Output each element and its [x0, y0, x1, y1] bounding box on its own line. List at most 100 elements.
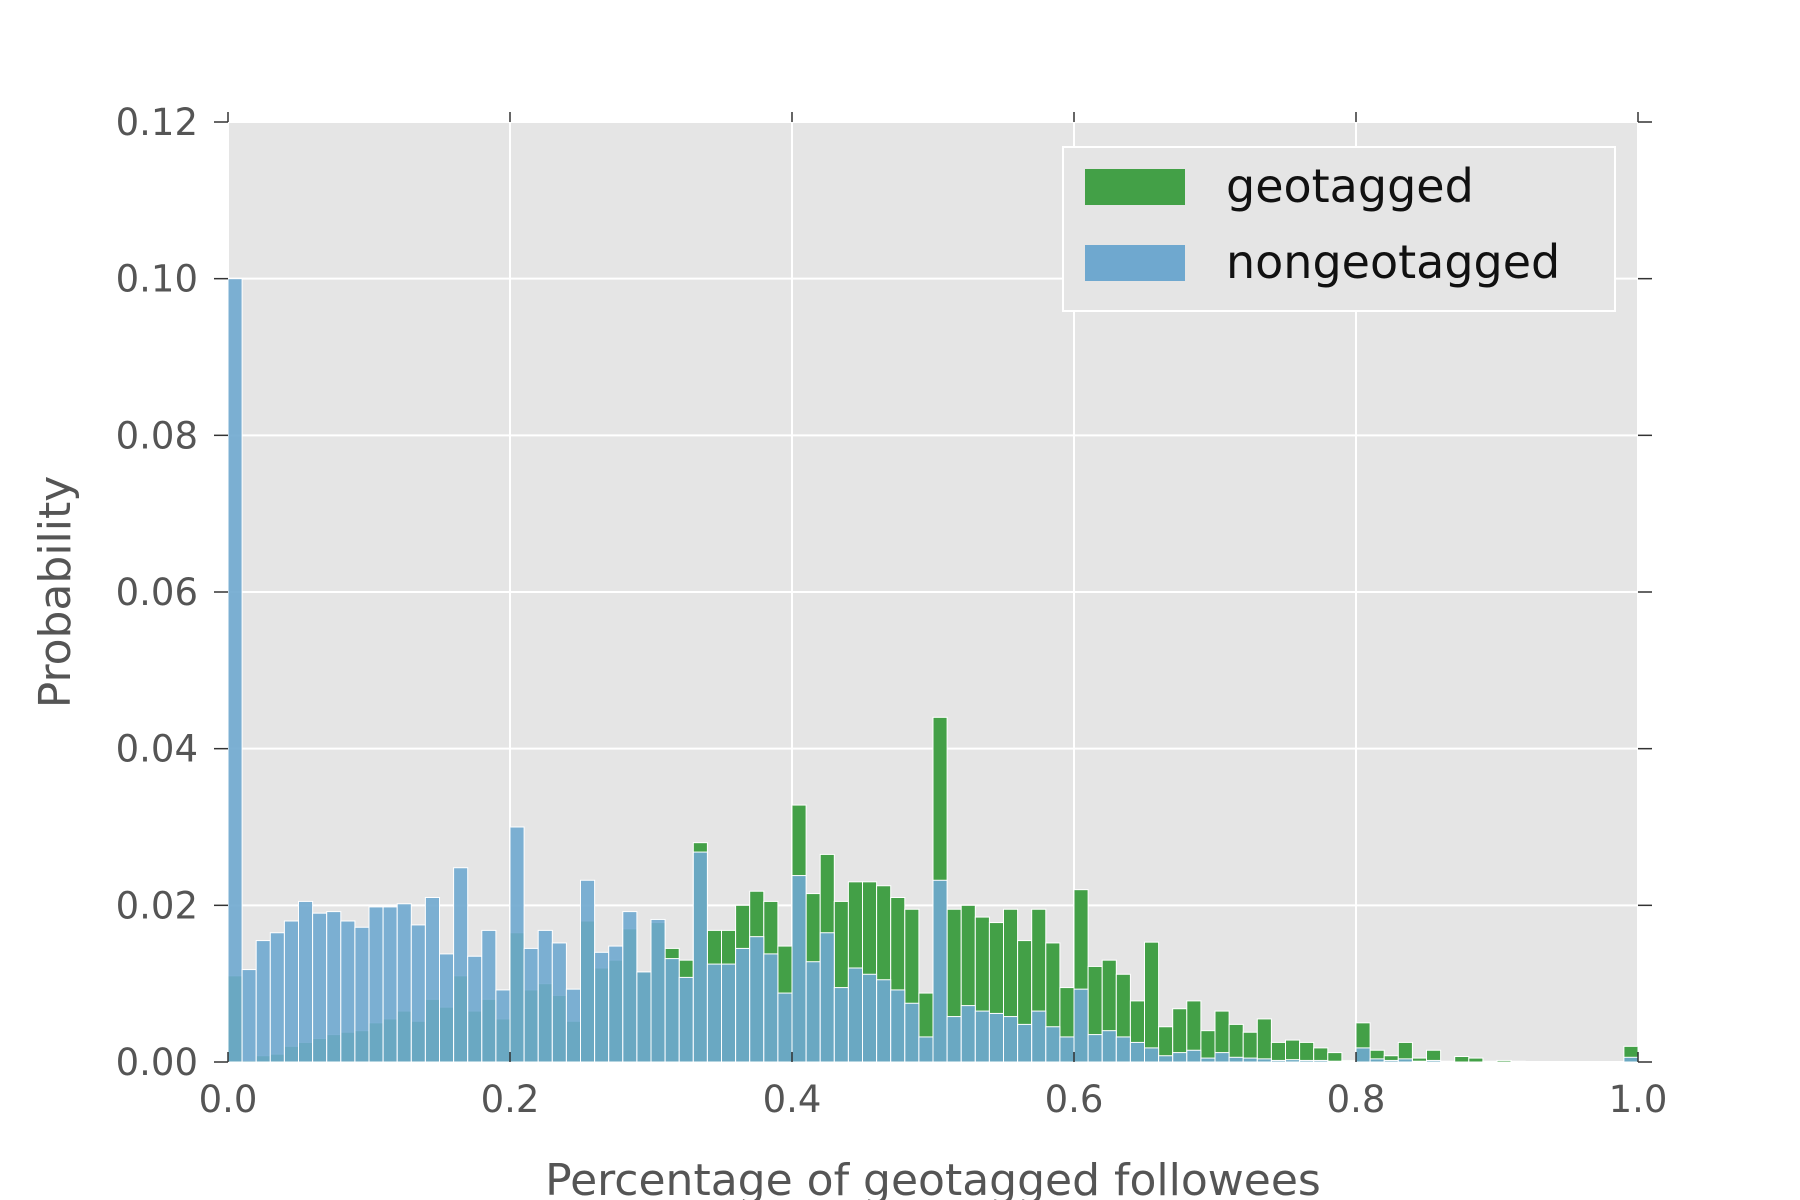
- nongeotagged-bar: [721, 963, 737, 1063]
- nongeotagged-bar: [1313, 1059, 1329, 1063]
- geotagged-bar: [1327, 1052, 1343, 1063]
- nongeotagged-bar: [424, 897, 440, 1063]
- nongeotagged-bar: [1186, 1049, 1202, 1063]
- geotagged-bar: [1285, 1039, 1301, 1063]
- y-tick-label: 0.10: [116, 258, 198, 301]
- geotagged-bar: [1299, 1041, 1315, 1063]
- nongeotagged-bar: [1031, 1010, 1047, 1063]
- y-tick-label: 0.00: [116, 1041, 198, 1084]
- nongeotagged-bar: [523, 947, 539, 1063]
- nongeotagged-bar: [368, 906, 384, 1063]
- nongeotagged-bar: [1242, 1057, 1258, 1063]
- x-tick-label: 0.8: [1327, 1078, 1386, 1121]
- geotagged-bar: [1256, 1018, 1272, 1063]
- nongeotagged-bar: [1101, 1030, 1117, 1063]
- axis-ticks: [214, 112, 1652, 1063]
- nongeotagged-bar: [1214, 1052, 1230, 1063]
- nongeotagged-bar: [1200, 1057, 1216, 1063]
- nongeotagged-bar: [1115, 1036, 1131, 1063]
- nongeotagged-bar: [608, 945, 624, 1063]
- nongeotagged-bar: [1144, 1047, 1160, 1063]
- nongeotagged-bar: [1256, 1058, 1272, 1063]
- x-tick-label: 0.4: [763, 1078, 822, 1121]
- y-tick-labels: 0.00 0.02 0.04 0.06 0.08 0.10 0.12: [116, 101, 198, 1084]
- nongeotagged-bar: [551, 942, 567, 1063]
- geotagged-bar: [1270, 1041, 1287, 1063]
- geotagged-bar: [1144, 941, 1160, 1063]
- geotagged-bar: [1200, 1030, 1216, 1063]
- x-tick-label: 0.6: [1045, 1078, 1104, 1121]
- nongeotagged-bar: [1270, 1059, 1287, 1063]
- nongeotagged-bar: [1299, 1059, 1315, 1063]
- nongeotagged-bar: [960, 1005, 976, 1063]
- geotagged-bar: [1242, 1031, 1258, 1063]
- x-tick-label: 1.0: [1609, 1078, 1668, 1121]
- nongeotagged-bar: [664, 958, 680, 1063]
- nongeotagged-bar: [918, 1036, 934, 1063]
- nongeotagged-bar: [580, 879, 596, 1063]
- nongeotagged-bar: [805, 961, 821, 1063]
- nongeotagged-bar: [1355, 1047, 1371, 1063]
- nongeotagged-bar: [269, 932, 285, 1063]
- nongeotagged-bar: [735, 947, 751, 1063]
- nongeotagged-bar: [396, 903, 412, 1063]
- legend-swatch-nongeotagged: [1085, 245, 1185, 281]
- nongeotagged-bar: [312, 912, 328, 1063]
- nongeotagged-bar: [227, 278, 243, 1063]
- x-axis-label: Percentage of geotagged followees: [545, 1155, 1321, 1200]
- nongeotagged-bar: [946, 1016, 962, 1063]
- nongeotagged-bar: [650, 918, 666, 1063]
- nongeotagged-bar: [1397, 1058, 1413, 1063]
- nongeotagged-bar: [594, 951, 610, 1063]
- nongeotagged-bar: [283, 920, 299, 1063]
- nongeotagged-bar: [1327, 1060, 1343, 1063]
- nongeotagged-bar: [1228, 1056, 1244, 1063]
- legend-swatch-geotagged: [1085, 169, 1185, 205]
- legend: geotagged nongeotagged: [1062, 146, 1616, 312]
- nongeotagged-bar: [692, 851, 708, 1063]
- y-tick-label: 0.06: [116, 571, 198, 614]
- y-tick-label: 0.02: [116, 884, 198, 927]
- nongeotagged-bar: [749, 936, 765, 1063]
- nongeotagged-bar: [382, 906, 398, 1063]
- nongeotagged-bar: [988, 1012, 1005, 1063]
- legend-label-nongeotagged: nongeotagged: [1226, 235, 1560, 289]
- x-tick-labels: 0.0 0.2 0.4 0.6 0.8 1.0: [199, 1078, 1668, 1121]
- nongeotagged-bar: [1411, 1060, 1428, 1063]
- geotagged-bar: [1510, 1060, 1526, 1063]
- nongeotagged-bar: [565, 988, 582, 1063]
- nongeotagged-bar: [1073, 988, 1089, 1063]
- geotagged-bar: [1468, 1057, 1484, 1063]
- nongeotagged-bar: [1003, 1016, 1019, 1063]
- nongeotagged-bar: [636, 971, 652, 1063]
- nongeotagged-bar: [537, 929, 553, 1063]
- nongeotagged-bar: [974, 1010, 990, 1063]
- nongeotagged-bar: [481, 929, 497, 1063]
- nongeotagged-bar: [467, 955, 483, 1063]
- nongeotagged-bar: [1059, 1036, 1075, 1063]
- nongeotagged-bar: [1158, 1055, 1174, 1063]
- nongeotagged-bar: [326, 911, 342, 1063]
- nongeotagged-bar: [904, 1002, 920, 1063]
- x-tick-label: 0.0: [199, 1078, 258, 1121]
- geotagged-bar: [1496, 1059, 1512, 1063]
- nongeotagged-bar: [1129, 1041, 1146, 1063]
- geotagged-bar: [1454, 1056, 1470, 1063]
- nongeotagged-bar: [1426, 1059, 1442, 1063]
- geotagged-bar: [1313, 1047, 1329, 1063]
- nongeotagged-bar: [298, 900, 314, 1063]
- legend-label-geotagged: geotagged: [1226, 159, 1474, 213]
- nongeotagged-bar: [1341, 1060, 1357, 1063]
- nongeotagged-bar: [354, 926, 370, 1063]
- geotagged-bar: [1228, 1023, 1244, 1063]
- nongeotagged-bar: [509, 826, 525, 1063]
- nongeotagged-bar: [1369, 1058, 1385, 1063]
- nongeotagged-bar: [763, 953, 779, 1063]
- nongeotagged-bar: [932, 879, 948, 1063]
- geotagged-bar: [1482, 1060, 1498, 1063]
- nongeotagged-bar: [833, 987, 849, 1063]
- nongeotagged-bar: [622, 911, 638, 1063]
- y-tick-label: 0.04: [116, 728, 198, 771]
- nongeotagged-bar: [439, 953, 455, 1063]
- nongeotagged-bar: [678, 976, 694, 1063]
